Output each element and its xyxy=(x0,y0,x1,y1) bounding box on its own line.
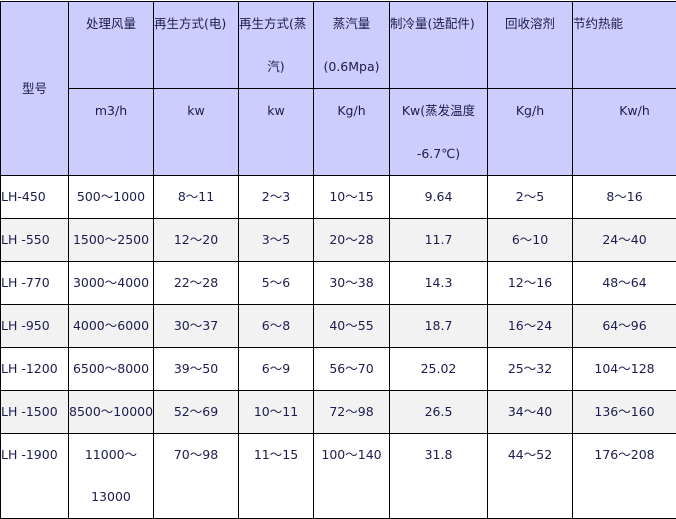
cell-steam: 30～38 xyxy=(314,262,390,305)
header-steam: 蒸汽量(0.6Mpa) xyxy=(314,2,390,89)
header-cooling: 制冷量(选配件) xyxy=(390,2,488,89)
cell-regen-electric: 39～50 xyxy=(154,348,239,391)
unit-solvent: Kg/h xyxy=(488,89,573,176)
cell-airflow: 8500～10000 xyxy=(69,391,154,434)
cell-solvent: 25～32 xyxy=(488,348,573,391)
cell-regen-electric: 8～11 xyxy=(154,176,239,219)
cell-solvent: 34～40 xyxy=(488,391,573,434)
cell-regen-electric: 12～20 xyxy=(154,219,239,262)
unit-cooling-line2: -6.7℃) xyxy=(390,132,487,175)
cell-cooling: 26.5 xyxy=(390,391,488,434)
cell-airflow: 6500～8000 xyxy=(69,348,154,391)
header-steam-line1: 蒸汽量 xyxy=(314,2,389,45)
header-row-units: m3/h kw kw Kg/h Kw(蒸发温度-6.7℃) Kg/h Kw/h xyxy=(1,89,676,176)
unit-regen-electric: kw xyxy=(154,89,239,176)
cell-model: LH -1500 xyxy=(1,391,69,434)
header-steam-line2: (0.6Mpa) xyxy=(314,45,389,88)
cell-regen-electric: 30～37 xyxy=(154,305,239,348)
cell-steam: 56～70 xyxy=(314,348,390,391)
header-regen-steam-line1: 再生方式(蒸 xyxy=(239,2,313,45)
cell-energy: 104～128 xyxy=(573,348,676,391)
cell-steam: 20～28 xyxy=(314,219,390,262)
cell-solvent: 2～5 xyxy=(488,176,573,219)
header-regen-steam: 再生方式(蒸汽) xyxy=(239,2,314,89)
cell-regen-steam: 6～9 xyxy=(239,348,314,391)
cell-steam: 100～140 xyxy=(314,434,390,519)
cell-model: LH-450 xyxy=(1,176,69,219)
cell-regen-electric: 70～98 xyxy=(154,434,239,519)
header-airflow: 处理风量 xyxy=(69,2,154,89)
cell-model: LH -1200 xyxy=(1,348,69,391)
cell-steam: 40～55 xyxy=(314,305,390,348)
cell-regen-steam: 10～11 xyxy=(239,391,314,434)
cell-cooling: 9.64 xyxy=(390,176,488,219)
cell-steam: 10～15 xyxy=(314,176,390,219)
unit-energy: Kw/h xyxy=(573,89,676,176)
header-solvent: 回收溶剂 xyxy=(488,2,573,89)
cell-airflow: 3000～4000 xyxy=(69,262,154,305)
cell-energy: 176～208 xyxy=(573,434,676,519)
cell-airflow: 500～1000 xyxy=(69,176,154,219)
cell-solvent: 16～24 xyxy=(488,305,573,348)
cell-model: LH -1900 xyxy=(1,434,69,519)
cell-model: LH -770 xyxy=(1,262,69,305)
cell-airflow-line: 13000 xyxy=(69,476,153,518)
cell-regen-steam: 11～15 xyxy=(239,434,314,519)
cell-cooling: 25.02 xyxy=(390,348,488,391)
header-regen-steam-line2: 汽) xyxy=(239,45,313,88)
cell-cooling: 11.7 xyxy=(390,219,488,262)
cell-solvent: 44～52 xyxy=(488,434,573,519)
cell-energy: 136～160 xyxy=(573,391,676,434)
cell-solvent: 12～16 xyxy=(488,262,573,305)
cell-airflow: 1500～2500 xyxy=(69,219,154,262)
cell-regen-steam: 2～3 xyxy=(239,176,314,219)
cell-airflow: 11000～13000 xyxy=(69,434,154,519)
cell-energy: 24～40 xyxy=(573,219,676,262)
header-model: 型号 xyxy=(1,2,69,176)
cell-regen-steam: 6～8 xyxy=(239,305,314,348)
unit-airflow: m3/h xyxy=(69,89,154,176)
unit-regen-steam: kw xyxy=(239,89,314,176)
unit-cooling: Kw(蒸发温度-6.7℃) xyxy=(390,89,488,176)
cell-model: LH -550 xyxy=(1,219,69,262)
cell-regen-steam: 5～6 xyxy=(239,262,314,305)
cell-regen-steam: 3～5 xyxy=(239,219,314,262)
cell-steam: 72～98 xyxy=(314,391,390,434)
unit-steam: Kg/h xyxy=(314,89,390,176)
cell-energy: 64～96 xyxy=(573,305,676,348)
cell-energy: 8～16 xyxy=(573,176,676,219)
cell-cooling: 18.7 xyxy=(390,305,488,348)
cell-regen-electric: 22～28 xyxy=(154,262,239,305)
cell-model: LH -950 xyxy=(1,305,69,348)
cell-regen-electric: 52～69 xyxy=(154,391,239,434)
cell-cooling: 14.3 xyxy=(390,262,488,305)
cell-energy: 48～64 xyxy=(573,262,676,305)
header-regen-electric: 再生方式(电) xyxy=(154,2,239,89)
unit-cooling-line1: Kw(蒸发温度 xyxy=(390,89,487,132)
cell-airflow: 4000～6000 xyxy=(69,305,154,348)
header-energy: 节约热能 xyxy=(573,2,676,89)
cell-airflow-line: 11000～ xyxy=(69,434,153,476)
cell-cooling: 31.8 xyxy=(390,434,488,519)
header-row-titles: 型号 处理风量 再生方式(电) 再生方式(蒸汽) 蒸汽量(0.6Mpa) 制冷量… xyxy=(1,2,676,89)
cell-solvent: 6～10 xyxy=(488,219,573,262)
